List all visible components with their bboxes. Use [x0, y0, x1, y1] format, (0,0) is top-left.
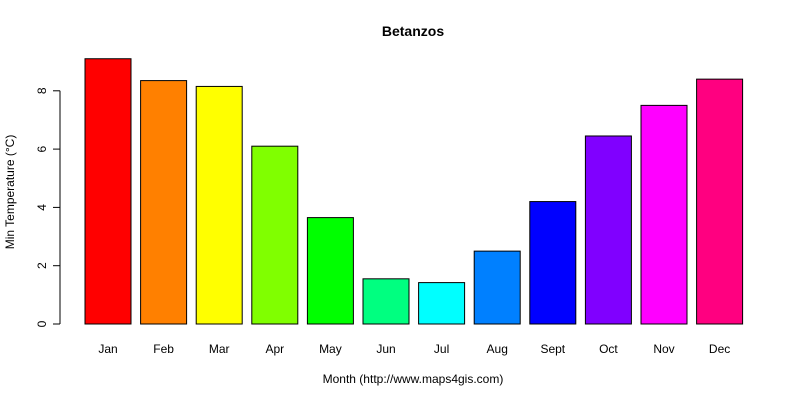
chart-title: Betanzos	[382, 23, 444, 39]
y-tick-label: 4	[35, 204, 49, 211]
x-tick-label: Jan	[98, 342, 117, 356]
bar-oct	[584, 135, 632, 325]
x-tick-label: Aug	[487, 342, 508, 356]
x-tick-label: Apr	[265, 342, 284, 356]
x-tick-label: Sept	[540, 342, 565, 356]
bar-jun	[362, 278, 410, 325]
x-tick-label: Mar	[209, 342, 230, 356]
bar-apr	[251, 145, 299, 325]
bar-jan	[84, 58, 132, 325]
x-tick-label: Jul	[434, 342, 449, 356]
bar-jul	[418, 282, 466, 325]
x-tick-label: Nov	[653, 342, 674, 356]
bar-nov	[640, 104, 688, 325]
y-tick-label: 0	[35, 320, 49, 327]
x-tick-label: Dec	[709, 342, 730, 356]
bar-may	[306, 217, 354, 325]
x-axis-label: Month (http://www.maps4gis.com)	[323, 372, 504, 386]
y-tick-label: 6	[35, 145, 49, 152]
y-tick-label: 2	[35, 262, 49, 269]
bar-feb	[140, 80, 188, 325]
bars	[84, 58, 744, 325]
y-axis: 0 2 4 6 8	[35, 87, 61, 327]
bar-aug	[473, 250, 521, 325]
x-tick-labels: Jan Feb Mar Apr May Jun Jul Aug Sept Oct Nov Dec	[98, 342, 730, 356]
x-tick-label: Jun	[376, 342, 395, 356]
bar-mar	[195, 85, 243, 325]
bar-sept	[529, 201, 577, 325]
x-tick-label: May	[319, 342, 342, 356]
bar-dec	[696, 78, 744, 325]
x-tick-label: Oct	[599, 342, 618, 356]
y-axis-label: Min Temperature (°C)	[3, 135, 17, 250]
x-tick-label: Feb	[153, 342, 174, 356]
y-tick-label: 8	[35, 87, 49, 94]
